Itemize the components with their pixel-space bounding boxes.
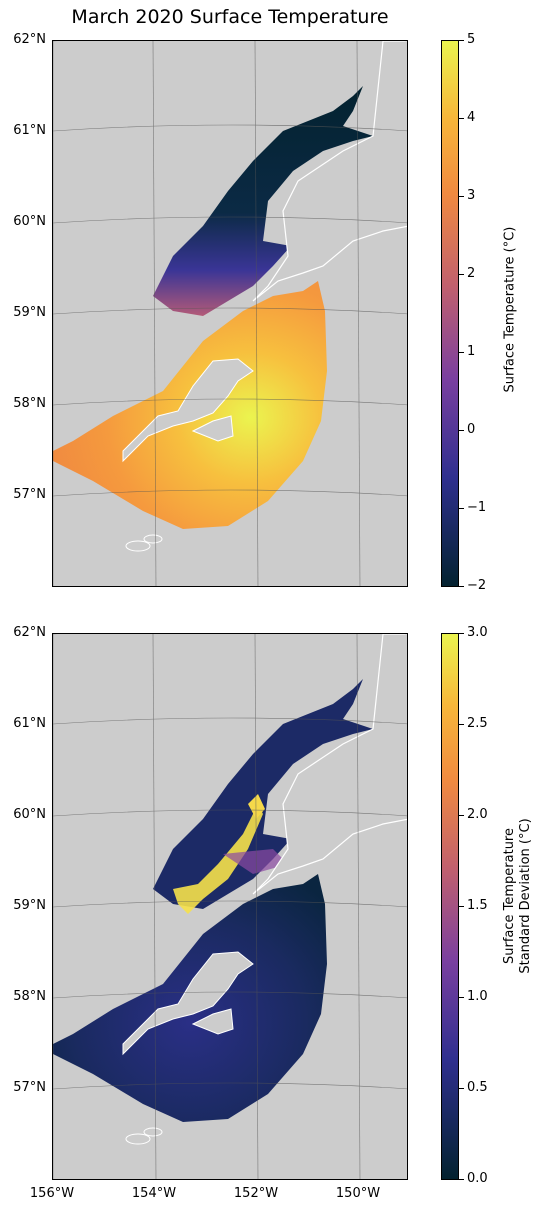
- colorbar-tick: 2.5: [459, 716, 488, 731]
- lon-label: 152°W: [233, 1186, 279, 1201]
- std-colorbar: [441, 633, 459, 1180]
- colorbar-tick: 0: [459, 422, 475, 437]
- colorbar-tick: 2.0: [459, 807, 488, 822]
- lat-label: 62°N: [13, 625, 46, 640]
- lat-label: 62°N: [13, 32, 46, 47]
- colorbar-tick: 0.5: [459, 1080, 488, 1095]
- afognak-island: [191, 415, 234, 442]
- kodiak-island: [122, 358, 254, 463]
- lon-label: 156°W: [29, 1186, 75, 1201]
- std-map-graphic: [53, 634, 407, 1179]
- lat-label: 61°N: [13, 716, 46, 731]
- colorbar-tick: 5: [459, 32, 475, 47]
- cook-inlet: [153, 86, 373, 316]
- temperature-map-graphic: [53, 41, 407, 586]
- colorbar-tick: 4: [459, 110, 475, 125]
- colorbar-tick: 2: [459, 266, 475, 281]
- colorbar-tick: 0.0: [459, 1171, 488, 1186]
- lat-label: 60°N: [13, 214, 46, 229]
- cook-inlet-std: [153, 679, 373, 909]
- lon-label: 150°W: [335, 1186, 381, 1201]
- colorbar-tick: −1: [459, 500, 486, 515]
- colorbar-tick: 1.5: [459, 898, 488, 913]
- lat-label: 59°N: [13, 305, 46, 320]
- std-map: [52, 633, 408, 1180]
- colorbar-tick: −2: [459, 578, 486, 593]
- lat-label: 58°N: [13, 396, 46, 411]
- map-title: March 2020 Surface Temperature: [71, 6, 389, 28]
- lat-label: 61°N: [13, 123, 46, 138]
- temperature-colorbar: [441, 40, 459, 587]
- kodiak-island-std: [122, 951, 254, 1056]
- graticule-std: [53, 634, 407, 1179]
- kenai-coast: [252, 41, 407, 302]
- colorbar-tick: 3.0: [459, 625, 488, 640]
- lat-label: 59°N: [13, 898, 46, 913]
- lat-label: 57°N: [13, 487, 46, 502]
- graticule: [53, 41, 407, 586]
- lat-label: 58°N: [13, 989, 46, 1004]
- lat-label: 60°N: [13, 807, 46, 822]
- colorbar-tick: 1: [459, 344, 475, 359]
- temperature-map: [52, 40, 408, 587]
- lon-label: 154°W: [131, 1186, 177, 1201]
- kenai-coast-std: [252, 634, 407, 895]
- colorbar-label: Surface Temperature (°C): [502, 226, 518, 393]
- colorbar-tick: 3: [459, 188, 475, 203]
- lat-label: 57°N: [13, 1080, 46, 1095]
- colorbar-tick: 1.0: [459, 989, 488, 1004]
- colorbar-label: Surface Temperature Standard Deviation (…: [502, 818, 533, 974]
- high-std-band: [173, 804, 263, 914]
